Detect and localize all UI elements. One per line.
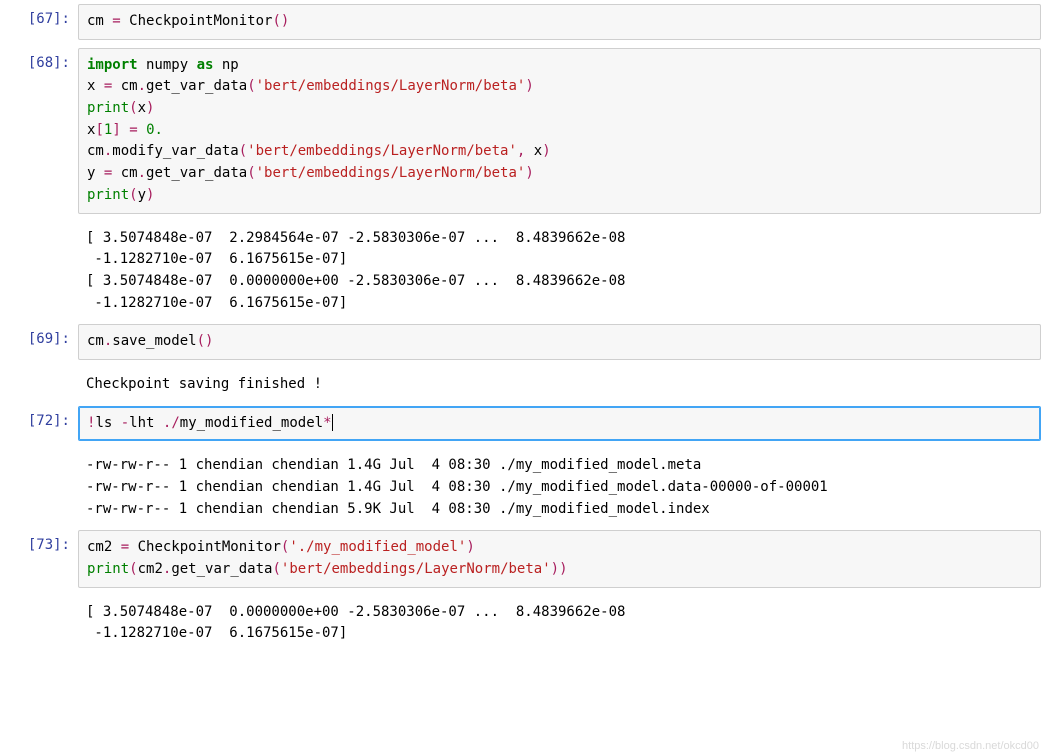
notebook-output-row: . [ 3.5074848e-07 0.0000000e+00 -2.58303…: [0, 592, 1047, 651]
code-input[interactable]: cm2 = CheckpointMonitor('./my_modified_m…: [78, 530, 1041, 587]
cell-output: [ 3.5074848e-07 2.2984564e-07 -2.5830306…: [78, 222, 1041, 317]
cell-body: import numpy as np x = cm.get_var_data('…: [78, 48, 1047, 214]
code-input[interactable]: cm = CheckpointMonitor(): [78, 4, 1041, 40]
watermark-text: https://blog.csdn.net/okcd00: [902, 740, 1039, 752]
in-prompt: [69]:: [0, 324, 78, 360]
cell-output: [ 3.5074848e-07 0.0000000e+00 -2.5830306…: [78, 596, 1041, 647]
cell-body: cm2 = CheckpointMonitor('./my_modified_m…: [78, 530, 1047, 587]
cell-body: cm.save_model(): [78, 324, 1047, 360]
in-prompt: [73]:: [0, 530, 78, 587]
cell-output: Checkpoint saving finished !: [78, 368, 1041, 398]
code-input[interactable]: import numpy as np x = cm.get_var_data('…: [78, 48, 1041, 214]
out-prompt-empty: .: [0, 368, 78, 398]
cell-body: [ 3.5074848e-07 0.0000000e+00 -2.5830306…: [78, 596, 1047, 647]
notebook-output-row: . Checkpoint saving finished !: [0, 364, 1047, 402]
cell-body: [ 3.5074848e-07 2.2984564e-07 -2.5830306…: [78, 222, 1047, 317]
notebook-cell: [67]: cm = CheckpointMonitor(): [0, 0, 1047, 44]
in-prompt: [67]:: [0, 4, 78, 40]
cell-output: -rw-rw-r-- 1 chendian chendian 1.4G Jul …: [78, 449, 1041, 522]
cell-body: -rw-rw-r-- 1 chendian chendian 1.4G Jul …: [78, 449, 1047, 522]
cell-body: Checkpoint saving finished !: [78, 368, 1047, 398]
in-prompt: [72]:: [0, 406, 78, 442]
in-prompt: [68]:: [0, 48, 78, 214]
cell-body: !ls -lht ./my_modified_model*: [78, 406, 1047, 442]
notebook-cell: [73]: cm2 = CheckpointMonitor('./my_modi…: [0, 526, 1047, 591]
code-input[interactable]: cm.save_model(): [78, 324, 1041, 360]
notebook-cell: [69]: cm.save_model(): [0, 320, 1047, 364]
notebook-output-row: . -rw-rw-r-- 1 chendian chendian 1.4G Ju…: [0, 445, 1047, 526]
notebook-cell: [68]: import numpy as np x = cm.get_var_…: [0, 44, 1047, 218]
cell-body: cm = CheckpointMonitor(): [78, 4, 1047, 40]
out-prompt-empty: .: [0, 222, 78, 317]
jupyter-notebook: [67]: cm = CheckpointMonitor() [68]: imp…: [0, 0, 1047, 651]
notebook-cell: [72]: !ls -lht ./my_modified_model*: [0, 402, 1047, 446]
out-prompt-empty: .: [0, 596, 78, 647]
notebook-output-row: . [ 3.5074848e-07 2.2984564e-07 -2.58303…: [0, 218, 1047, 321]
out-prompt-empty: .: [0, 449, 78, 522]
code-input[interactable]: !ls -lht ./my_modified_model*: [78, 406, 1041, 442]
